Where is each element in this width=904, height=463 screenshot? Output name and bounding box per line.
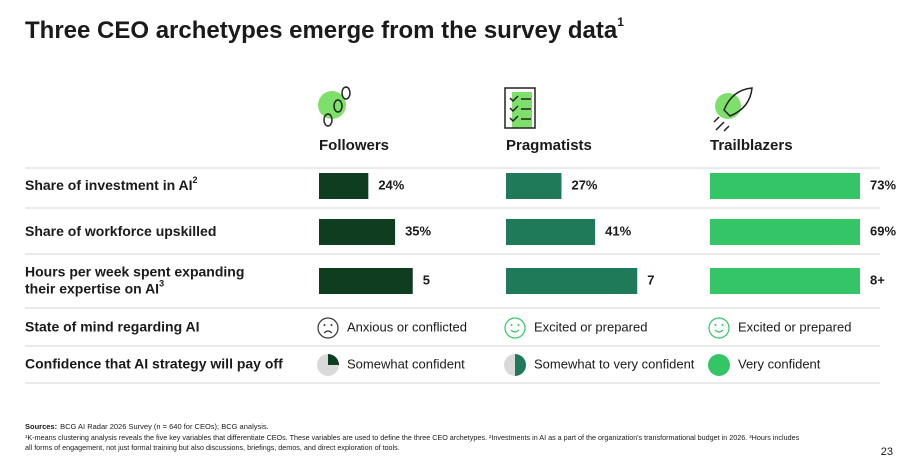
confidence-icon — [317, 354, 339, 376]
row-item: Excited or prepared — [738, 319, 851, 334]
mood-icon — [504, 317, 526, 339]
bar — [710, 268, 860, 294]
row-label: Confidence that AI strategy will pay off — [25, 356, 283, 372]
eye — [714, 324, 717, 326]
row-item: Somewhat confident — [347, 356, 465, 371]
row-label-line: their expertise on AI — [25, 280, 159, 296]
value-label: 73% — [870, 177, 896, 192]
title: Three CEO archetypes emerge from the sur… — [25, 15, 624, 44]
value-label: 69% — [870, 223, 896, 238]
sources: Sources: BCG AI Radar 2026 Survey (n = 64… — [25, 422, 269, 431]
eye — [517, 324, 520, 326]
row-label: State of mind regarding AI — [25, 319, 200, 335]
value-label: 35% — [405, 223, 431, 238]
value-label: 5 — [423, 272, 430, 287]
row-label: Hours per week spent expanding their expe… — [25, 263, 244, 296]
value-label: 7 — [647, 272, 654, 287]
mouth — [323, 330, 333, 334]
confidence-icon — [708, 354, 730, 376]
face — [708, 317, 730, 339]
bar — [506, 268, 638, 294]
value-label: 24% — [378, 177, 404, 192]
confidence-icon — [504, 354, 526, 376]
eye — [721, 324, 724, 326]
column-header: Followers — [319, 137, 389, 154]
row-label-sup: 2 — [193, 175, 198, 185]
value-label: 27% — [571, 177, 597, 192]
mood-icon — [708, 317, 730, 339]
face — [504, 317, 526, 339]
mouth — [714, 329, 724, 333]
pie-slice — [515, 354, 526, 376]
eye — [323, 324, 326, 326]
footnote: all forms of engagement, not just formal… — [25, 443, 400, 452]
bar — [710, 173, 860, 199]
title-sup: 1 — [617, 15, 624, 29]
bar — [710, 219, 860, 245]
sources-text: BCG AI Radar 2026 Survey (n = 640 for CE… — [60, 422, 269, 431]
row-item: Anxious or conflicted — [347, 319, 467, 334]
row-label: Share of workforce upskilled — [25, 223, 216, 239]
bar — [506, 173, 562, 199]
pie-bg — [708, 354, 730, 376]
row-item: Very confident — [738, 356, 821, 371]
row-label-line: Share of workforce upskilled — [25, 223, 216, 239]
row-label-sup: 3 — [159, 279, 164, 289]
row-label: Share of investment in AI2 — [25, 175, 198, 192]
pie-slice — [328, 354, 339, 365]
row-item: Excited or prepared — [534, 319, 647, 334]
bar — [319, 219, 396, 245]
mouth — [510, 329, 520, 333]
footnote: ¹K-means clustering analysis reveals the… — [25, 433, 800, 442]
row-item: Somewhat to very confident — [534, 356, 695, 371]
value-label: 8+ — [870, 272, 885, 287]
column-header: Pragmatists — [506, 137, 592, 154]
sources-label: Sources: — [25, 422, 57, 431]
bar — [319, 173, 369, 199]
pragmatists-icon — [504, 87, 536, 129]
mood-icon — [317, 317, 339, 339]
column-header: Trailblazers — [710, 137, 793, 154]
page-number: 23 — [881, 446, 893, 458]
bar — [506, 219, 596, 245]
row-label-line: Hours per week spent expanding — [25, 263, 244, 279]
title-text: Three CEO archetypes emerge from the sur… — [25, 17, 618, 44]
bar — [319, 268, 413, 294]
value-label: 41% — [605, 223, 631, 238]
eye — [330, 324, 333, 326]
row-label-line: Share of investment in AI — [25, 177, 193, 193]
face — [317, 317, 339, 339]
trailblazers-icon — [713, 87, 753, 132]
eye — [510, 324, 513, 326]
followers-icon — [318, 86, 351, 127]
